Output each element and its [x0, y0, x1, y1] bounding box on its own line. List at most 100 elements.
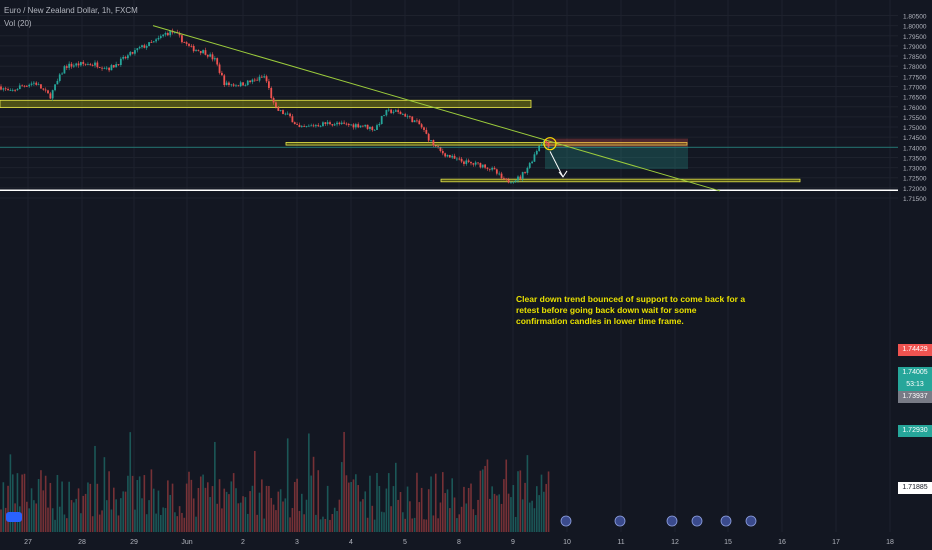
candle-body	[159, 36, 162, 38]
downtrend-line[interactable]	[152, 25, 721, 192]
candle-body	[96, 62, 99, 68]
candle-body	[444, 153, 447, 157]
candle-body	[359, 125, 362, 128]
candle-body	[30, 83, 33, 85]
volume-bar	[136, 479, 139, 532]
candle-body	[481, 164, 484, 168]
volume-bar	[543, 491, 545, 532]
volume-bar	[150, 469, 153, 532]
volume-bar	[127, 475, 129, 532]
candle-body	[230, 84, 233, 86]
candle-body	[423, 127, 425, 130]
candle-body	[390, 109, 392, 113]
volume-bar	[413, 517, 416, 532]
candle-body	[178, 33, 181, 36]
news-event-icon[interactable]	[666, 515, 678, 527]
candle-body	[181, 35, 183, 43]
candle-body	[467, 160, 470, 162]
candle-body	[183, 42, 186, 43]
candle-body	[376, 125, 378, 130]
volume-bar	[545, 483, 547, 532]
candle-body	[458, 158, 461, 160]
candle-body	[333, 124, 336, 126]
volume-bar	[148, 500, 150, 532]
candle-body	[155, 39, 157, 42]
projection-arrow[interactable]	[549, 151, 564, 178]
volume-bar	[54, 519, 56, 532]
candle-body	[498, 173, 501, 175]
volume-bar	[183, 517, 186, 532]
candle-body	[286, 113, 289, 115]
candle-body	[33, 82, 35, 84]
volume-bar	[406, 486, 409, 532]
candle-body	[251, 79, 254, 83]
volume-bar	[383, 512, 385, 532]
candle-body	[315, 125, 317, 127]
candle-body	[101, 67, 103, 69]
candle-body	[430, 140, 432, 141]
volume-bar	[265, 485, 268, 532]
news-event-icon[interactable]	[745, 515, 757, 527]
volume-bar	[138, 476, 141, 532]
volume-bar	[317, 470, 320, 532]
candle-body	[369, 126, 371, 129]
price-axis[interactable]	[898, 0, 932, 550]
volume-bar	[246, 513, 249, 532]
candle-body	[547, 143, 550, 148]
volume-bar	[120, 498, 122, 532]
candle-body	[453, 155, 456, 159]
price-tick-label: 1.80500	[903, 14, 927, 21]
volume-bar	[514, 516, 517, 532]
volume-bar	[460, 506, 463, 532]
volume-bar	[427, 489, 430, 532]
volume-bar	[44, 475, 47, 532]
volume-bar	[517, 471, 519, 532]
news-event-icons[interactable]	[560, 515, 757, 527]
candle-body	[199, 50, 202, 54]
stop-loss-zone[interactable]	[545, 138, 688, 148]
drawing-lines[interactable]	[0, 25, 898, 192]
take-profit-zone[interactable]	[545, 147, 688, 170]
volume-bar	[26, 501, 28, 532]
candle-body	[427, 133, 430, 141]
volume-bar	[536, 486, 538, 532]
price-tick-label: 1.73500	[903, 155, 927, 162]
news-event-icon[interactable]	[720, 515, 732, 527]
candle-body	[190, 45, 193, 47]
candle-body	[211, 54, 214, 60]
time-tick-label: 29	[130, 539, 138, 546]
volume-bar	[225, 491, 228, 532]
candle-body	[110, 65, 113, 71]
news-event-icon[interactable]	[691, 515, 703, 527]
candle-body	[517, 176, 519, 181]
short-position-tool[interactable]	[545, 138, 688, 170]
candle-body	[463, 161, 465, 164]
price-tick-label: 1.79500	[903, 34, 927, 41]
volume-bar	[214, 441, 216, 532]
volume-bar	[218, 479, 221, 532]
candle-body	[77, 63, 80, 66]
volume-bar	[91, 516, 94, 532]
candle-body	[68, 63, 71, 68]
retest-circle[interactable]	[543, 137, 557, 151]
candle-body	[474, 162, 477, 165]
time-tick-label: 10	[563, 539, 571, 546]
candle-body	[472, 163, 475, 165]
volume-bar	[199, 476, 202, 532]
candle-body	[119, 58, 122, 65]
candle-body	[223, 75, 226, 86]
candle-body	[519, 176, 522, 179]
volume-bar	[9, 454, 12, 532]
candle-body	[317, 125, 320, 127]
candle-body	[11, 89, 14, 91]
volume-bar	[357, 485, 359, 532]
candle-body	[460, 158, 463, 162]
news-event-icon[interactable]	[614, 515, 626, 527]
volume-bar	[47, 507, 49, 532]
candle-body	[70, 63, 73, 67]
news-event-icon[interactable]	[560, 515, 572, 527]
candle-body	[185, 42, 188, 44]
price-tick-label: 1.78000	[903, 64, 927, 71]
volume-bar	[263, 518, 265, 532]
